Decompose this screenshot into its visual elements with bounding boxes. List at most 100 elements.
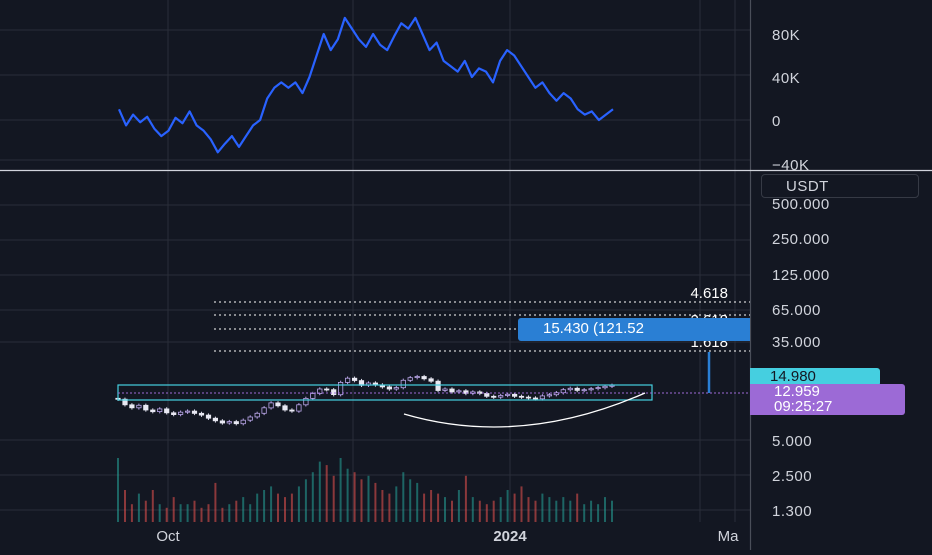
currency-label: USDT [786, 178, 829, 195]
volume-bar [277, 493, 279, 522]
candle-body [324, 388, 330, 391]
candle-body [386, 386, 393, 390]
volume-bar [318, 461, 321, 522]
volume-bar [151, 490, 154, 522]
candle-body [150, 409, 156, 413]
volume-bar [478, 500, 481, 522]
price-axis[interactable]: 500.000 250.000 125.000 65.000 35.000 5.000 2.… [772, 196, 830, 520]
candle-body [539, 395, 546, 400]
price-tick-label: 500.000 [772, 196, 830, 213]
time-tick-label: 2024 [493, 528, 527, 545]
candle-body [184, 410, 191, 413]
price-tick-label: 250.000 [772, 231, 830, 248]
candle-body [560, 389, 566, 394]
volume-bar [597, 504, 600, 522]
time-tick-label: Oct [156, 528, 180, 545]
candle-body [484, 393, 490, 397]
volume-bar [270, 486, 273, 522]
candle-body [247, 416, 253, 421]
volume-bar [200, 507, 203, 522]
candle-body [442, 388, 448, 391]
volume-bar [165, 507, 168, 522]
volume-bar [423, 493, 426, 522]
curve-drawing [403, 392, 646, 428]
candle-body [512, 393, 518, 397]
volume-bar [256, 493, 259, 522]
volume-bar [451, 500, 453, 522]
price-tick-label: 125.000 [772, 267, 830, 284]
candle-body [136, 404, 142, 409]
volume-bar [583, 504, 586, 522]
volume-bar [284, 497, 286, 522]
candle-body [226, 421, 232, 424]
volume-bar [249, 504, 252, 522]
volume-bar [290, 493, 293, 522]
volume-bar [179, 504, 182, 522]
volume-bar [555, 500, 558, 522]
candle-body [191, 410, 198, 414]
price-tick-label: 65.000 [772, 302, 821, 319]
candle-body [219, 420, 225, 424]
indicator-tick-label: 40K [772, 70, 800, 87]
volume-bar [117, 458, 119, 522]
candle-body [581, 389, 587, 392]
candle-body [198, 412, 205, 416]
candle-body [122, 398, 128, 406]
candle-body [164, 408, 170, 414]
volume-bar [492, 500, 495, 522]
volume-bar [409, 479, 412, 522]
volume-bar [242, 497, 245, 522]
candle-body [268, 402, 274, 409]
volume-bar [186, 504, 189, 522]
candle-body [532, 397, 539, 400]
candle-body [504, 393, 511, 396]
time-axis[interactable]: Oct 2024 Ma [156, 528, 739, 545]
candle-body [435, 380, 441, 391]
fib-extension-tag-label: 15.430 (121.52 [543, 320, 644, 337]
volume-bars [117, 458, 613, 522]
volume-bar [520, 486, 523, 522]
volume-bar [137, 493, 140, 522]
volume-bar [130, 504, 133, 522]
fib-level-label: 4.618 [690, 285, 728, 302]
candle-body [518, 395, 525, 398]
volume-bar [569, 500, 572, 522]
volume-bar [263, 490, 266, 522]
volume-bar [534, 500, 537, 522]
indicator-tick-label: 0 [772, 113, 781, 130]
drawings[interactable] [117, 384, 750, 428]
indicator-tick-label: −40K [772, 157, 809, 174]
volume-bar [325, 465, 328, 522]
candle-body [574, 387, 580, 391]
volume-bar [367, 475, 370, 522]
volume-bar [193, 500, 196, 522]
volume-bar [395, 486, 398, 522]
last-price-tag: 12.959 09:25:27 [750, 384, 905, 415]
volume-bar [416, 482, 419, 522]
candle-body [463, 390, 469, 394]
candle-body [407, 377, 413, 381]
fib-extension-tag[interactable]: 15.430 (121.52 [518, 318, 750, 341]
volume-bar [527, 497, 530, 522]
volume-bar [437, 493, 440, 522]
indicator-line [117, 16, 614, 154]
candle-body [567, 387, 573, 391]
volume-bar [464, 475, 467, 522]
candle-body [456, 390, 462, 393]
last-price-label: 12.959 [774, 383, 820, 400]
volume-bar [590, 500, 593, 522]
candle-body [449, 388, 455, 393]
volume-bar [499, 497, 502, 522]
candle-body [525, 396, 532, 399]
volume-bar [339, 458, 342, 522]
candle-body [212, 417, 218, 422]
volume-bar [214, 482, 217, 522]
indicator-tick-label: 80K [772, 27, 800, 44]
volume-bar [604, 497, 606, 522]
candle-body [261, 407, 267, 414]
candle-body [310, 393, 316, 399]
currency-selector[interactable]: USDT [761, 174, 919, 198]
candle-body [344, 377, 351, 383]
